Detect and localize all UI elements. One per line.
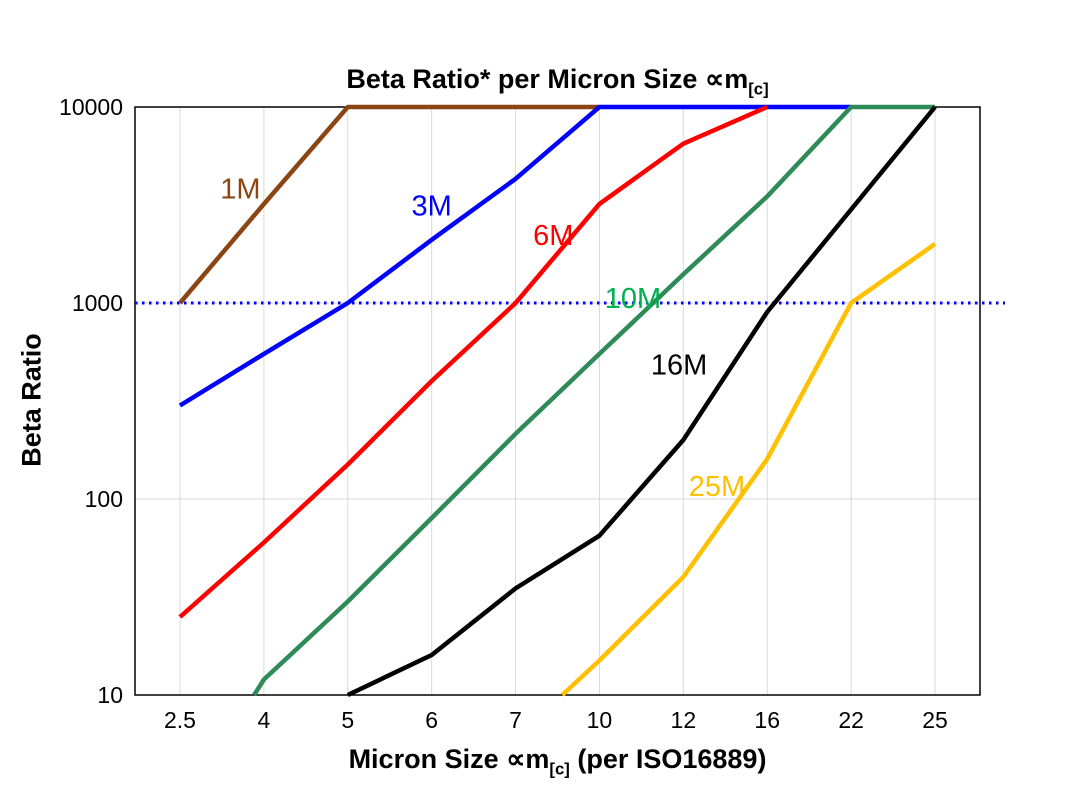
x-tick-label: 25 (922, 707, 948, 733)
y-tick-label: 100 (85, 486, 123, 512)
series-label-10M: 10M (605, 283, 661, 315)
series-label-16M: 16M (651, 350, 707, 382)
series-line-6M (178, 104, 769, 619)
series-label-1M: 1M (220, 173, 260, 205)
x-axis-label: Micron Size ∝m[c] (per ISO16889) (135, 744, 980, 779)
x-axis-label-post: (per ISO16889) (569, 744, 767, 774)
series-label-6M: 6M (533, 220, 573, 252)
y-tick-label: 10000 (59, 94, 123, 120)
x-tick-label: 22 (838, 707, 864, 733)
y-axis-label: Beta Ratio (16, 333, 47, 467)
x-tick-label: 5 (341, 707, 354, 733)
plot-border (134, 106, 981, 696)
series-line-10M (252, 104, 935, 697)
series-line-3M (178, 104, 852, 408)
chart-title-subscript: [c] (748, 79, 769, 99)
series-label-25M: 25M (689, 471, 745, 503)
x-tick-label: 16 (754, 707, 780, 733)
y-tick-label: 10 (97, 682, 123, 708)
x-axis-label-pre: Micron Size ∝m (348, 744, 550, 774)
x-tick-label: 10 (587, 707, 613, 733)
series-line-25M (560, 242, 937, 697)
series-label-3M: 3M (412, 191, 452, 223)
chart-title-text: Beta Ratio* per Micron Size ∝m (346, 64, 749, 94)
chart-title: Beta Ratio* per Micron Size ∝m[c] (135, 64, 980, 99)
x-tick-label: 4 (257, 707, 270, 733)
series-line-16M (346, 105, 937, 698)
series-line-1M (178, 104, 600, 305)
x-tick-label: 6 (425, 707, 438, 733)
x-tick-label: 2.5 (164, 707, 196, 733)
x-tick-label: 12 (671, 707, 697, 733)
x-axis-label-subscript: [c] (549, 759, 570, 779)
x-tick-label: 7 (509, 707, 522, 733)
y-tick-label: 1000 (72, 290, 123, 316)
